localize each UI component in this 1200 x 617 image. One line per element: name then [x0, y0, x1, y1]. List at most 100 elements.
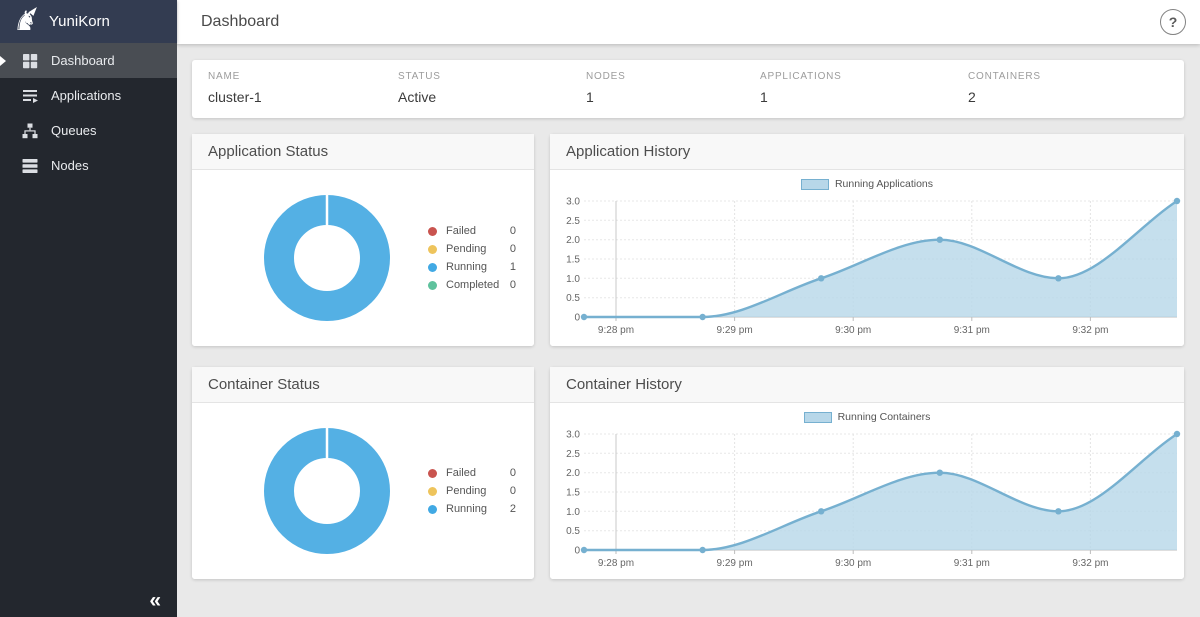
help-button[interactable]: ? — [1160, 9, 1186, 35]
legend-label: Running Containers — [837, 411, 931, 423]
legend-category-value: 0 — [509, 225, 516, 237]
svg-text:0.5: 0.5 — [566, 293, 580, 304]
cluster-status-value: Active — [398, 89, 437, 105]
card-title: Application History — [566, 143, 691, 160]
svg-text:2.5: 2.5 — [566, 449, 580, 460]
container-status-chart: Failed 0 Pending 0 Running 2 — [192, 403, 534, 579]
cluster-nodes-value: 1 — [586, 89, 594, 105]
card-title: Application Status — [208, 143, 329, 160]
data-point — [1055, 275, 1062, 282]
sidebar-item-applications[interactable]: Applications — [0, 78, 177, 113]
question-mark-icon: ? — [1168, 14, 1178, 30]
sidebar-item-label: Dashboard — [51, 53, 115, 68]
legend-category-label: Failed — [446, 225, 476, 237]
cluster-col-nodes: NODES 1 — [586, 71, 760, 118]
svg-text:1.5: 1.5 — [566, 255, 580, 266]
svg-text:1.0: 1.0 — [566, 507, 580, 518]
area-chart-svg: 3.0 2.5 2.0 1.5 1.0 0.5 0 9:28 pm 9:29 pm 9:30 pm… — [566, 430, 1181, 569]
application-status-card: Application Status Failed 0 Pending 0 Runnin… — [192, 134, 534, 346]
legend-category-label: Running — [446, 503, 487, 515]
application-history-card: Application History Running Applications… — [550, 134, 1184, 346]
cluster-status-label: STATUS — [398, 71, 441, 82]
svg-text:9:32 pm: 9:32 pm — [1072, 325, 1108, 336]
card-header: Application History — [550, 134, 1184, 170]
svg-text:2.5: 2.5 — [566, 216, 580, 227]
sidebar-item-queues[interactable]: Queues — [0, 113, 177, 148]
sidebar-item-nodes[interactable]: Nodes — [0, 148, 177, 183]
cluster-col-status: STATUS Active — [398, 71, 586, 118]
svg-text:2.0: 2.0 — [566, 468, 580, 479]
legend-category-value: 0 — [509, 243, 516, 255]
legend-category-value: 1 — [509, 261, 516, 273]
data-point — [1055, 508, 1062, 515]
active-indicator-icon — [0, 55, 6, 66]
cluster-containers-value: 2 — [968, 89, 976, 105]
svg-text:1.5: 1.5 — [566, 488, 580, 499]
sidebar-item-label: Queues — [51, 123, 97, 138]
sidebar-item-label: Applications — [51, 88, 122, 103]
container-history-card: Container History Running Containers 3.0… — [550, 367, 1184, 579]
container-status-legend: Failed 0 Pending 0 Running 2 — [428, 464, 516, 518]
legend-dot-icon — [428, 504, 437, 514]
cluster-applications-value: 1 — [760, 89, 768, 105]
legend-row: Failed 0 — [428, 464, 516, 482]
dashboard-icon — [22, 53, 38, 69]
collapse-sidebar-button[interactable]: « — [143, 587, 167, 615]
svg-text:0: 0 — [574, 546, 580, 557]
svg-text:9:29 pm: 9:29 pm — [717, 558, 753, 569]
sidebar-nav: Dashboard Applications Queues Nodes — [0, 43, 177, 183]
chevron-double-left-icon: « — [149, 589, 161, 612]
svg-text:9:31 pm: 9:31 pm — [954, 558, 990, 569]
unicorn-logo-icon: ♞ — [10, 4, 40, 37]
legend-row: Failed 0 — [428, 222, 516, 240]
legend-category-value: 2 — [509, 503, 516, 515]
cluster-applications-label: APPLICATIONS — [760, 71, 842, 82]
application-status-donut — [264, 194, 390, 321]
svg-text:3.0: 3.0 — [566, 197, 580, 208]
svg-text:3.0: 3.0 — [566, 430, 580, 441]
svg-text:2.0: 2.0 — [566, 235, 580, 246]
svg-text:9:30 pm: 9:30 pm — [835, 325, 871, 336]
data-point — [580, 313, 588, 321]
legend-category-label: Completed — [446, 279, 500, 291]
sidebar: ♞ YuniKorn Dashboard Applications Queues — [0, 0, 177, 617]
data-point — [936, 236, 943, 243]
legend-category-label: Failed — [446, 467, 476, 479]
application-status-chart: Failed 0 Pending 0 Running 1 Completed 0 — [192, 170, 534, 346]
svg-text:9:30 pm: 9:30 pm — [835, 558, 871, 569]
card-header: Container History — [550, 367, 1184, 403]
topbar: Dashboard ? — [177, 0, 1200, 44]
container-status-card: Container Status Failed 0 Pending 0 Running 2 — [192, 367, 534, 579]
sidebar-item-dashboard[interactable]: Dashboard — [0, 43, 177, 78]
cards-row-2: Container Status Failed 0 Pending 0 Running 2… — [192, 367, 1184, 579]
cluster-col-name: NAME cluster-1 — [208, 71, 398, 118]
card-header: Application Status — [192, 134, 534, 170]
app-name: YuniKorn — [49, 13, 110, 30]
cards-row-1: Application Status Failed 0 Pending 0 Runnin… — [192, 134, 1184, 346]
cluster-info-card: NAME cluster-1 STATUS Active NODES 1 APP… — [192, 60, 1184, 118]
svg-text:9:29 pm: 9:29 pm — [717, 325, 753, 336]
legend-category-value: 0 — [509, 485, 516, 497]
svg-text:0.5: 0.5 — [566, 526, 580, 537]
data-point — [699, 313, 706, 321]
container-history-chart: Running Containers 3.0 2.5 2.0 1.5 1.0 0.5 0 9:… — [550, 403, 1184, 579]
legend-dot-icon — [428, 226, 437, 236]
cluster-col-applications: APPLICATIONS 1 — [760, 71, 968, 118]
legend-row: Running 1 — [428, 258, 516, 276]
application-history-chart: Running Applications 3.0 2.5 2.0 1.5 1.0 0.5 0… — [550, 170, 1184, 346]
legend-category-value: 0 — [509, 279, 516, 291]
card-title: Container Status — [208, 376, 320, 393]
svg-text:9:28 pm: 9:28 pm — [598, 558, 634, 569]
card-title: Container History — [566, 376, 682, 393]
sidebar-header: ♞ YuniKorn — [0, 0, 177, 43]
chart-legend: Running Containers — [550, 411, 1184, 423]
legend-label: Running Applications — [834, 178, 934, 190]
legend-swatch — [800, 178, 829, 190]
svg-text:1.0: 1.0 — [566, 274, 580, 285]
applications-icon — [22, 88, 38, 104]
svg-text:9:28 pm: 9:28 pm — [598, 325, 634, 336]
page-title: Dashboard — [201, 13, 280, 30]
legend-category-label: Pending — [446, 485, 487, 497]
legend-row: Pending 0 — [428, 482, 516, 500]
cluster-name-label: NAME — [208, 71, 241, 82]
